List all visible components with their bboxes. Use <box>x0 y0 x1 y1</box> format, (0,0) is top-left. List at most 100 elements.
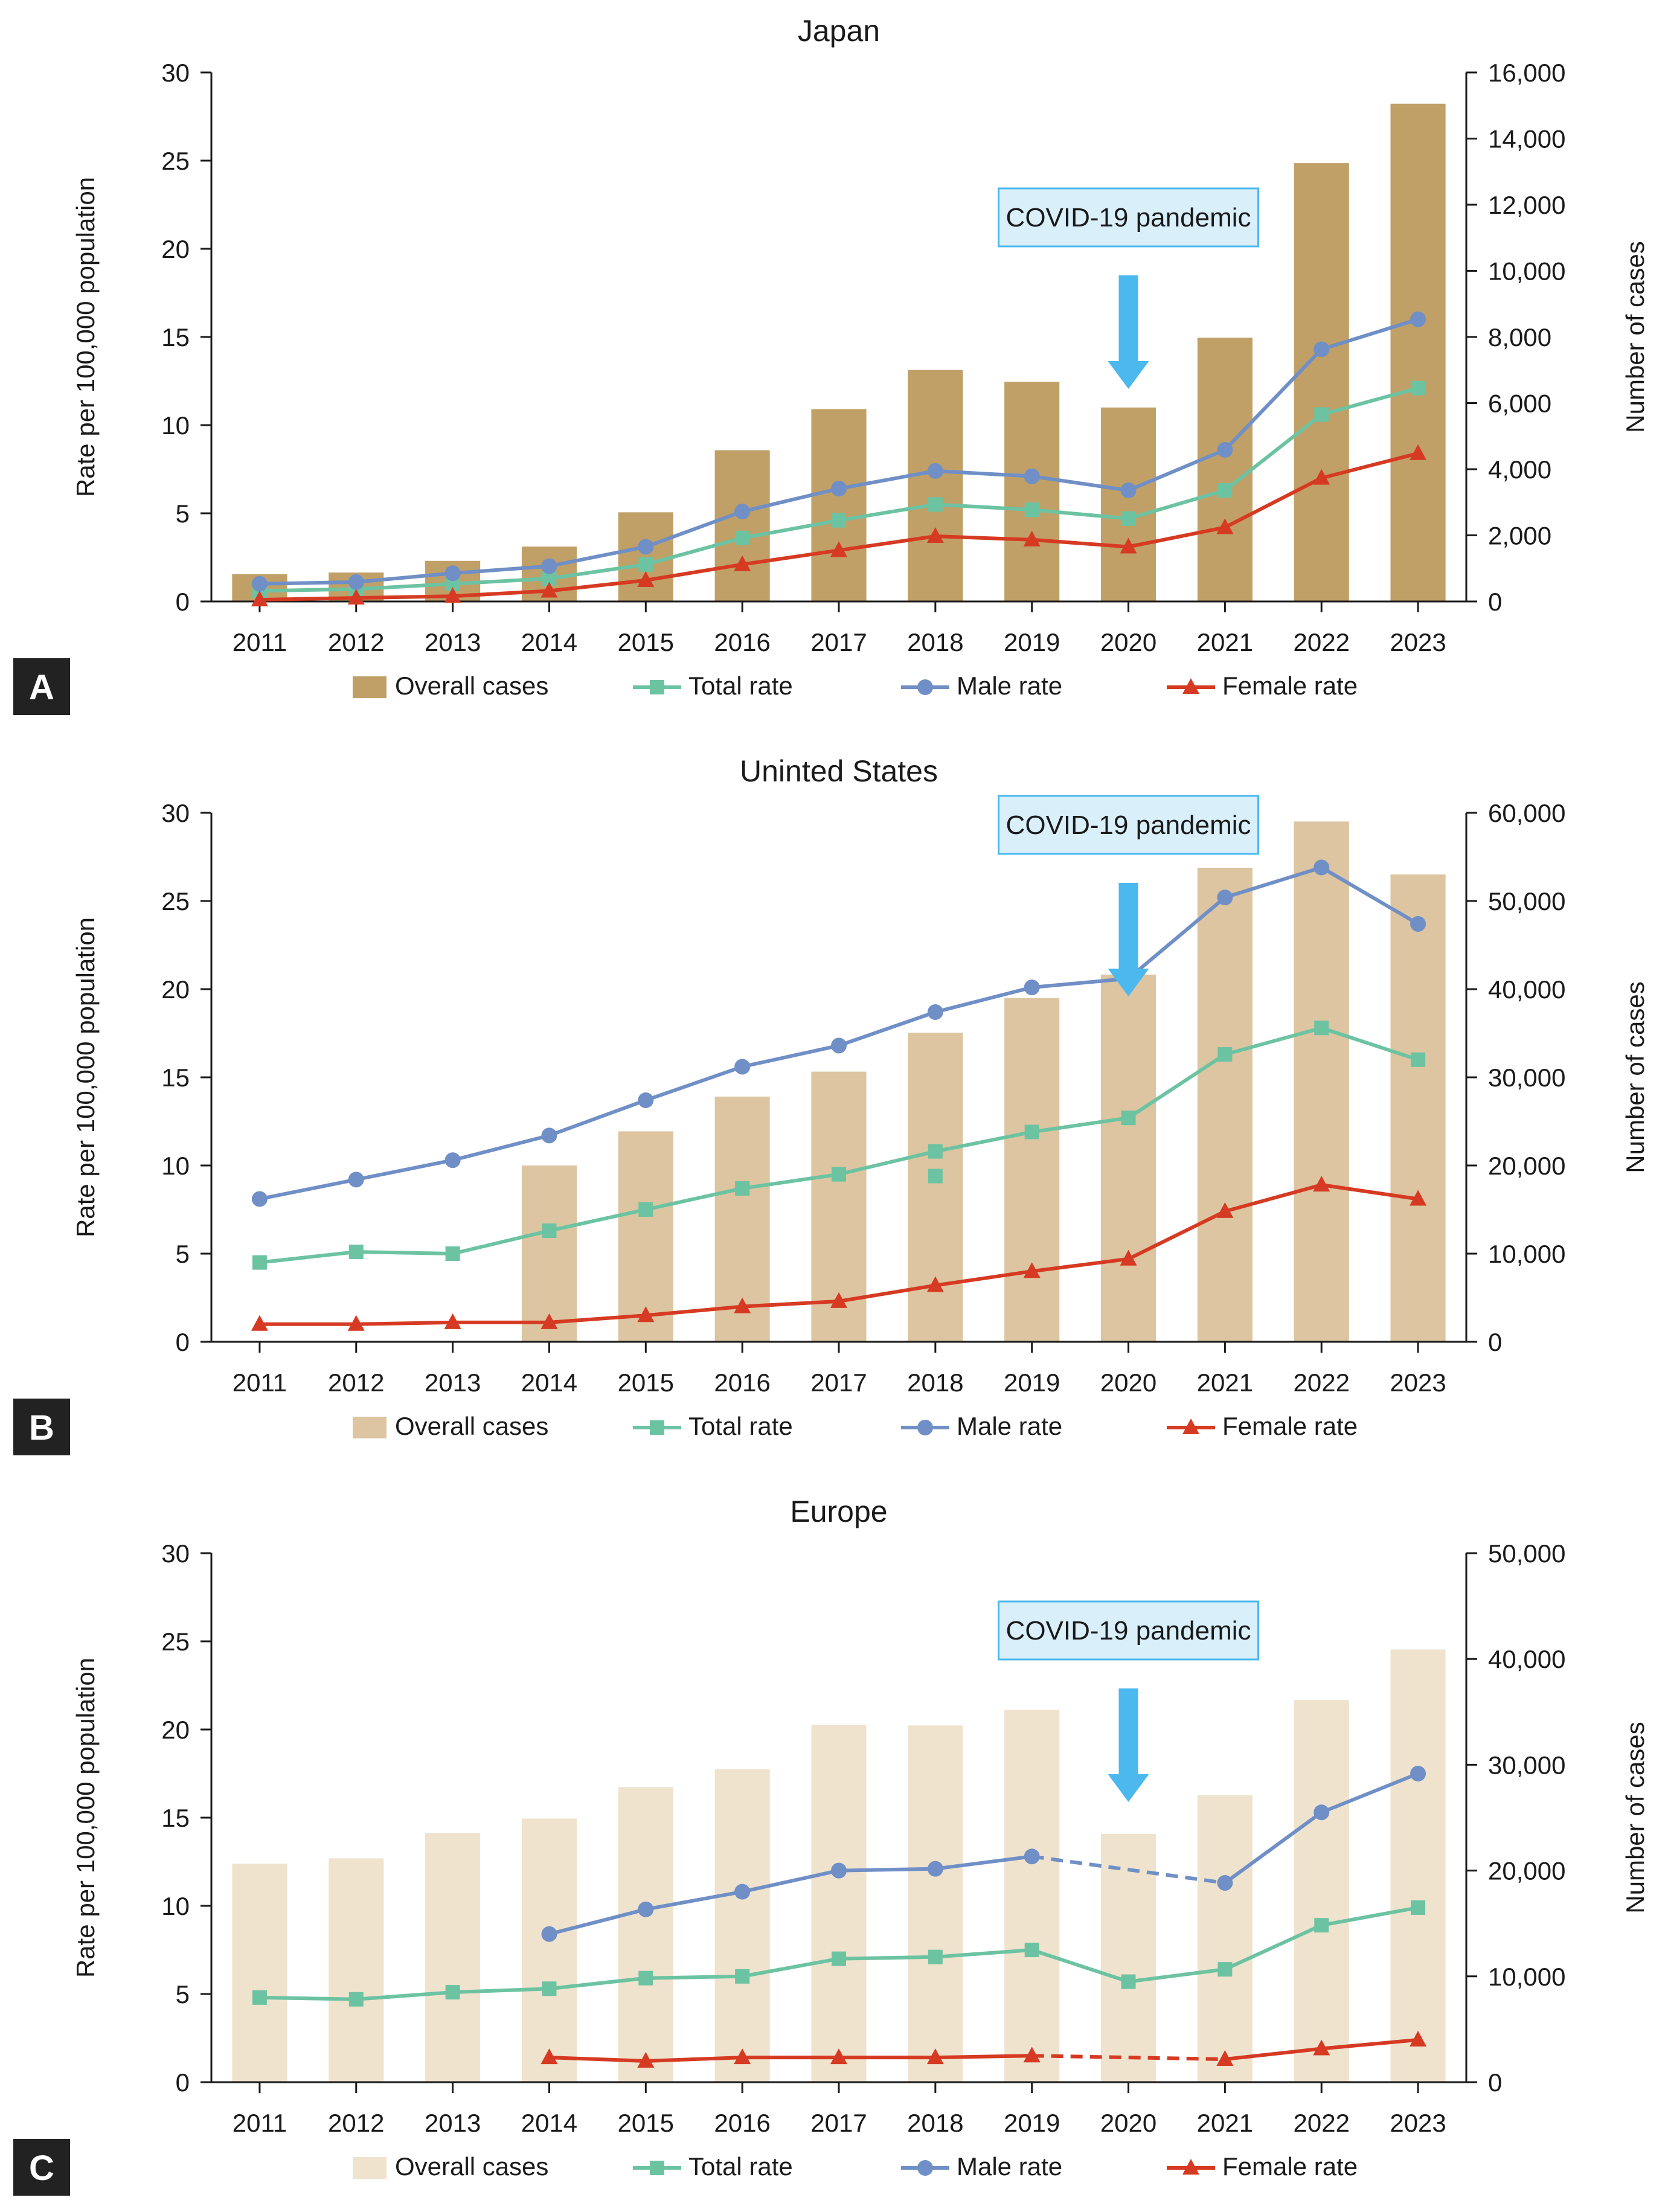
point-2023 <box>1411 1900 1426 1915</box>
x-tick-label: 2018 <box>907 2109 963 2137</box>
point-2017 <box>830 1292 847 1308</box>
point-2021 <box>1217 890 1233 906</box>
series-line <box>548 1772 1419 1936</box>
point-2023 <box>1410 444 1427 460</box>
point-2012 <box>348 1172 364 1188</box>
right-tick-label: 20,000 <box>1488 1152 1565 1180</box>
point-2013 <box>444 1152 461 1169</box>
point-2022 <box>1313 2039 1330 2056</box>
right-tick-label: 30,000 <box>1488 1751 1565 1779</box>
legend-label: Overall cases <box>395 2152 548 2181</box>
point-2020 <box>1121 511 1136 526</box>
left-tick-label: 20 <box>161 1716 190 1744</box>
point-2014 <box>542 1981 557 1996</box>
point-2014 <box>541 1127 557 1144</box>
point-2012 <box>348 1992 364 2007</box>
left-tick-label: 10 <box>161 1892 190 1920</box>
point-2019 <box>1024 1124 1039 1140</box>
point-2013 <box>444 565 461 582</box>
point-2019 <box>1023 2047 1041 2063</box>
legend-marker <box>650 1420 664 1435</box>
point-2021 <box>1216 518 1234 534</box>
left-tick-label: 25 <box>161 887 190 915</box>
point-2017 <box>832 1167 846 1182</box>
point-2016 <box>734 1297 751 1313</box>
bar-2023 <box>1390 103 1446 601</box>
point-2023 <box>1410 1190 1427 1206</box>
point-2016 <box>735 530 750 545</box>
point-2022 <box>1313 469 1330 485</box>
down-arrow-icon <box>1108 1688 1149 1802</box>
point-2014 <box>540 2048 558 2065</box>
point-2021 <box>1217 1875 1233 1891</box>
point-2012 <box>347 1315 365 1331</box>
y2-axis-label: Number of cases <box>1621 241 1649 432</box>
bar-2016 <box>714 450 770 601</box>
point-2022 <box>1314 1021 1329 1036</box>
point-2022 <box>1314 407 1329 422</box>
panel-label-text: B <box>29 1408 54 1447</box>
point-2015 <box>637 1306 655 1322</box>
point-2015 <box>637 2051 655 2068</box>
right-tick-label: 30,000 <box>1488 1063 1565 1092</box>
x-tick-label: 2022 <box>1294 628 1350 656</box>
left-tick-label: 10 <box>161 1152 190 1180</box>
point-2018 <box>928 1144 943 1159</box>
x-tick-label: 2014 <box>521 628 577 656</box>
series-gap-dashed <box>1031 1855 1225 1885</box>
left-tick-label: 10 <box>161 411 190 440</box>
point-2015 <box>638 1202 653 1217</box>
bar-2018 <box>908 1725 963 2082</box>
x-tick-label: 2012 <box>328 628 384 656</box>
point-2011 <box>251 591 268 607</box>
y-axis-label: Rate per 100,000 population <box>71 917 100 1237</box>
x-tick-label: 2011 <box>233 2109 287 2137</box>
point-2018 <box>926 527 944 543</box>
right-tick-label: 0 <box>1488 1328 1502 1356</box>
left-tick-label: 20 <box>161 975 190 1004</box>
bar-2021 <box>1197 338 1253 601</box>
point-2018 <box>926 2048 944 2065</box>
legend-marker <box>650 680 664 694</box>
bar-2020 <box>1100 974 1156 1342</box>
x-tick-label: 2013 <box>425 1368 481 1397</box>
covid-label-box <box>998 1600 1260 1661</box>
x-tick-label: 2019 <box>1004 628 1060 656</box>
point-2014 <box>540 582 558 598</box>
x-tick-label: 2019 <box>1004 1368 1060 1397</box>
point-2016 <box>734 555 751 571</box>
point-2018 <box>927 1004 943 1020</box>
point-2016 <box>735 1969 750 1984</box>
point-2016 <box>734 2048 751 2065</box>
point-2013 <box>445 1985 460 2000</box>
point-2016 <box>735 1181 750 1196</box>
point-2023 <box>1410 1766 1426 1781</box>
legend-label: Male rate <box>957 2152 1062 2181</box>
bar-2023 <box>1390 874 1446 1342</box>
chart-title: Europe <box>790 1495 887 1528</box>
covid-annotation: COVID-19 pandemic <box>998 1600 1260 1802</box>
point-2021 <box>1216 2050 1234 2066</box>
point-2013 <box>444 587 461 603</box>
point-2017 <box>832 1951 846 1966</box>
point-2011 <box>251 1191 268 1207</box>
point-2022 <box>1314 341 1330 357</box>
left-tick-label: 15 <box>161 1804 190 1832</box>
down-arrow-icon <box>1108 275 1149 389</box>
left-tick-label: 20 <box>161 235 190 263</box>
right-tick-label: 10,000 <box>1488 1963 1565 1991</box>
right-tick-label: 20,000 <box>1488 1857 1565 1885</box>
point-2013 <box>444 1313 461 1329</box>
point-2011 <box>251 1315 268 1331</box>
series-female-rate <box>251 444 1427 607</box>
point-2011 <box>252 1990 267 2005</box>
right-tick-label: 8,000 <box>1488 323 1551 351</box>
legend: Overall cases Total rate Male rate Female r… <box>353 1412 1358 1440</box>
x-tick-label: 2016 <box>714 628 770 656</box>
x-tick-label: 2021 <box>1197 2109 1253 2137</box>
covid-label: COVID-19 pandemic <box>1006 810 1251 840</box>
left-tick-label: 0 <box>176 1328 190 1356</box>
left-tick-label: 25 <box>161 147 190 175</box>
point-2016 <box>734 504 751 520</box>
x-tick-label: 2018 <box>907 1368 963 1397</box>
